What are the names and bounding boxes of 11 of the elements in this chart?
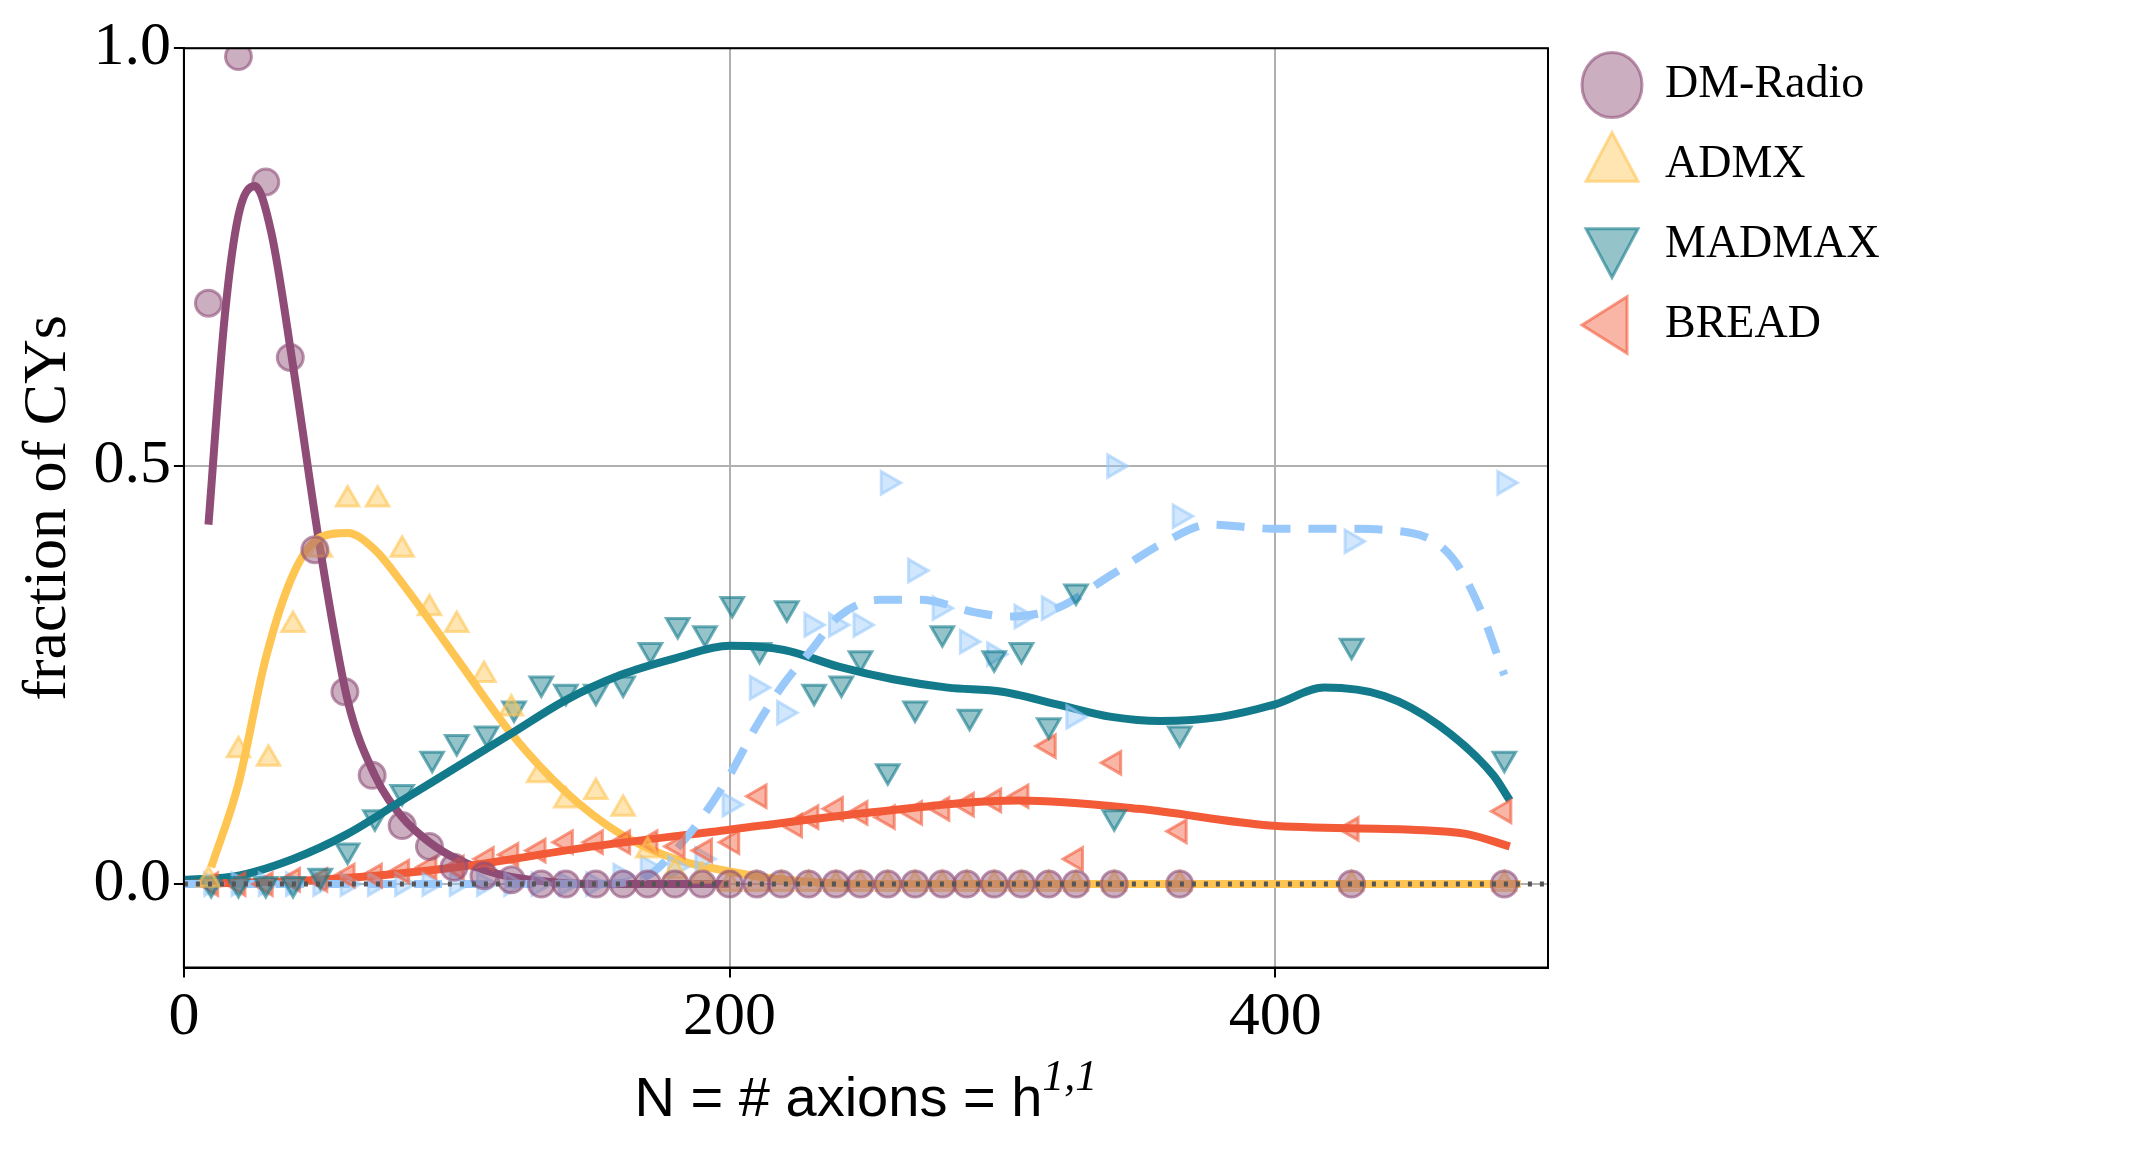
y-tick-label: 0.0 xyxy=(93,845,171,914)
legend-label: DM-Radio xyxy=(1665,56,1865,108)
x-tick-label: 200 xyxy=(683,979,777,1048)
y-tick-label: 0.5 xyxy=(93,427,171,496)
legend-label: BREAD xyxy=(1665,296,1821,348)
x-tick-label: 400 xyxy=(1228,979,1322,1048)
x-tick-label: 0 xyxy=(168,979,200,1048)
y-tick-label: 1.0 xyxy=(93,9,171,78)
legend-label: MADMAX xyxy=(1665,216,1880,268)
y-axis-title: fraction of CYs xyxy=(10,315,79,701)
legend-label: ADMX xyxy=(1665,136,1806,188)
